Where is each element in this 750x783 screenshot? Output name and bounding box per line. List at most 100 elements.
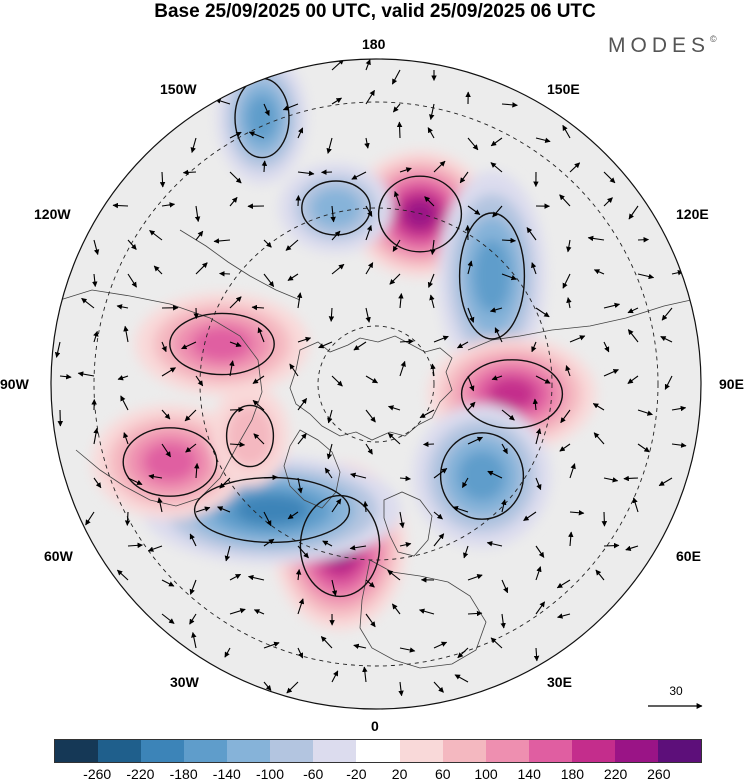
wind-arrow: [161, 443, 171, 458]
wind-arrow: [461, 477, 469, 488]
wind-arrow: [430, 239, 436, 255]
map-outline: [50, 58, 702, 710]
anomaly-field: [92, 59, 596, 630]
wind-arrow: [365, 224, 373, 241]
isoline-greenland-sea-high: [299, 494, 381, 598]
wind-arrow: [603, 477, 619, 483]
wind-arrow: [297, 433, 307, 445]
wind-arrow: [194, 205, 201, 223]
wind-arrow: [566, 297, 572, 309]
wind-arrow: [429, 103, 435, 121]
isoline-siberia-low: [458, 212, 526, 340]
wind-arrow: [535, 137, 551, 143]
wind-arrow: [331, 263, 345, 275]
colorbar-tick-label: 260: [647, 766, 671, 782]
wind-arrow: [229, 171, 242, 184]
wind-arrow: [365, 409, 376, 423]
wind-arrow: [92, 273, 98, 288]
wind-arrow: [286, 681, 299, 694]
wind-arrow: [490, 162, 503, 173]
isoline-central-siberia-high: [460, 359, 564, 429]
wind-arrow: [587, 235, 605, 242]
wind-arrow: [189, 579, 197, 595]
wind-arrow: [387, 405, 401, 411]
wind-arrow: [603, 341, 610, 353]
wind-arrow: [531, 341, 537, 353]
wind-arrow: [569, 510, 585, 516]
wind-arrow: [195, 375, 204, 387]
wind-arrow: [399, 475, 411, 482]
wind-arrow: [569, 162, 581, 173]
wind-arrow: [331, 230, 341, 241]
wind-arrow: [494, 327, 503, 343]
colorbar-bin: [528, 740, 572, 762]
wind-arrow: [535, 566, 542, 581]
wind-arrow: [229, 196, 238, 207]
wind-arrow: [660, 336, 673, 343]
colorbar-ticks: -260 -220 -180 -140 -100 -60 -20 20 60 100 140 180 2…: [0, 766, 750, 783]
wind-arrow: [217, 506, 231, 513]
wind-arrow: [526, 227, 537, 241]
wind-arrow: [193, 462, 200, 479]
wind-arrow: [603, 302, 621, 309]
wind-arrow: [161, 202, 176, 208]
alaska-coast: [179, 229, 301, 301]
wind-arrow: [185, 443, 197, 453]
wind-arrow: [396, 121, 403, 139]
wind-arrow: [296, 292, 303, 309]
wind-arrow: [127, 477, 143, 485]
wind-arrow: [59, 373, 72, 380]
wind-arrow: [603, 197, 613, 207]
wind-arrow: [535, 601, 546, 615]
wind-arrow: [568, 531, 574, 547]
wind-arrow: [427, 127, 435, 139]
wind-arrow: [331, 579, 338, 597]
wind-arrow: [93, 330, 99, 343]
wind-arrow: [467, 137, 479, 151]
isoline-canada-high: [169, 312, 275, 376]
wind-arrow: [219, 270, 231, 277]
wind-arrow: [500, 613, 506, 629]
colorbar-bin: [227, 740, 271, 762]
wind-arrow: [159, 171, 166, 188]
colorbar-tick-label: 100: [474, 766, 498, 782]
wind-arrow: [297, 545, 309, 559]
wind-arrow: [116, 569, 129, 581]
anomaly-alaska-high: [226, 404, 274, 468]
wind-arrow: [557, 613, 571, 619]
wind-arrow: [637, 443, 650, 453]
wind-arrow: [181, 341, 197, 350]
wind-arrow: [161, 367, 176, 377]
wind-arrow: [467, 260, 473, 275]
wind-arrow: [603, 171, 616, 184]
asia-coast: [467, 297, 701, 351]
wind-arrow: [399, 511, 405, 529]
wind-arrow: [593, 269, 605, 275]
wind-arrow: [229, 131, 242, 139]
brand-logo: MODES©: [608, 34, 717, 58]
colorbar-bin: [141, 740, 185, 762]
wind-arrow: [399, 167, 412, 173]
wind-arrow: [229, 360, 235, 377]
colorbar-tick-label: -260: [83, 766, 112, 782]
wind-arrow: [318, 341, 333, 349]
wind-arrow: [398, 681, 404, 697]
colorbar-tick-label: 20: [391, 766, 408, 782]
wind-arrow: [77, 371, 95, 377]
wind-arrow: [251, 304, 265, 311]
wind-arrow: [637, 273, 655, 280]
lon-label-150w: 150W: [160, 81, 197, 97]
wind-arrow: [365, 579, 375, 588]
coastlines: [59, 229, 701, 669]
colorbar-bin: [485, 740, 529, 762]
wind-arrow: [433, 681, 444, 693]
wind-arrow: [123, 432, 129, 445]
wind-arrow: [148, 473, 163, 480]
wind-arrow: [297, 127, 304, 139]
wind-arrow: [467, 610, 483, 617]
lon-label-150e: 150E: [547, 81, 580, 97]
wind-arrow: [433, 467, 448, 479]
wind-arrow: [487, 470, 503, 479]
wind-arrow: [433, 533, 445, 547]
wind-arrow: [671, 405, 687, 412]
